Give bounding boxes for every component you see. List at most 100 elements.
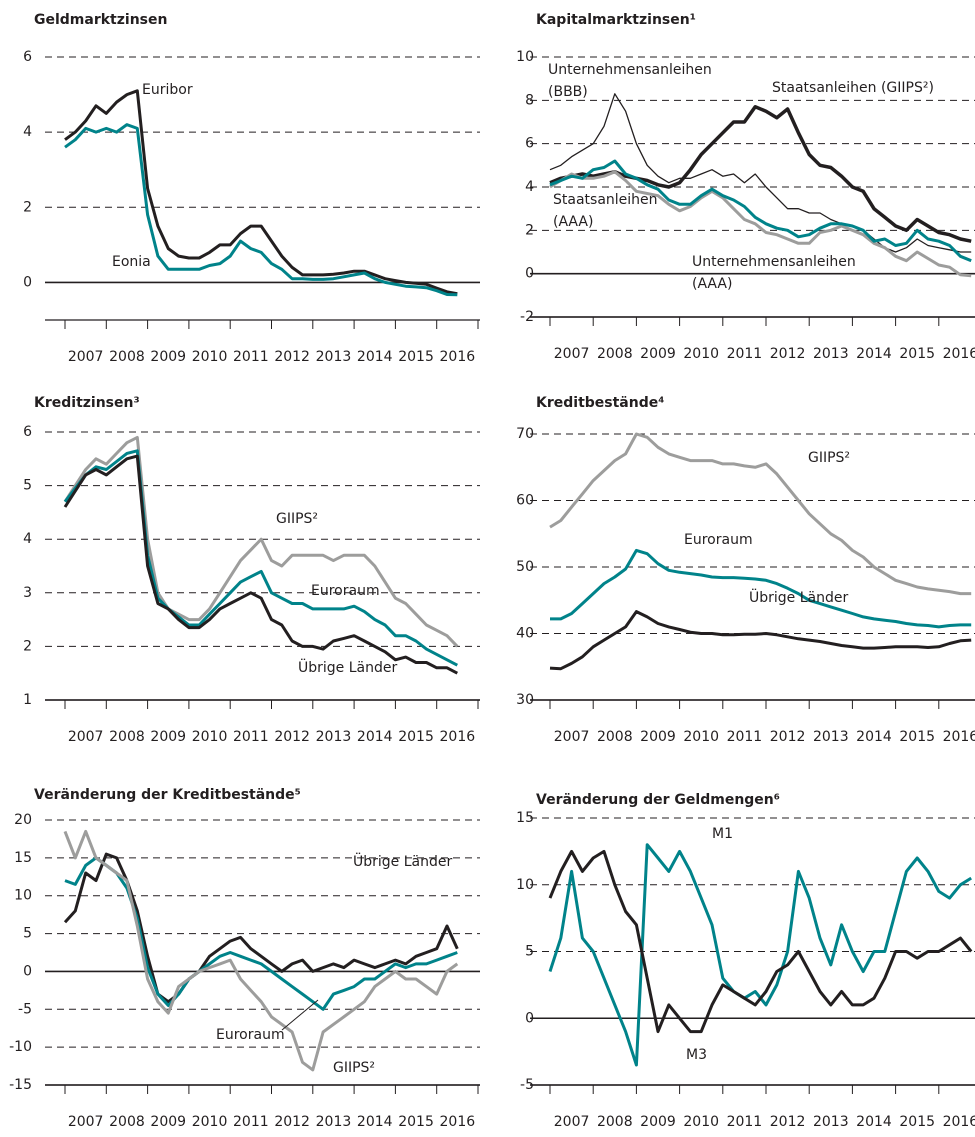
y-tick-label: 2 [23,638,32,654]
chart-title: Kapitalmarktzinsen¹ [536,12,696,28]
x-tick-label: 2008 [597,346,633,362]
line-series [63,449,458,667]
x-tick-label: 2015 [398,349,434,365]
x-tick-label: 2007 [554,729,590,745]
series-label: Euroraum [216,1027,285,1043]
x-tick-label: 2007 [68,349,104,365]
x-tick-label: 2007 [68,729,104,745]
x-tick-label: 2008 [109,349,145,365]
line-series [63,435,459,648]
line-series [548,849,973,1034]
chart-title: Geldmarktzinsen [34,12,167,28]
x-tick-label: 2008 [597,1114,633,1130]
x-tick-label: 2011 [233,1114,269,1130]
y-tick-label: 20 [14,812,32,828]
x-tick-label: 2009 [640,729,676,745]
label-line: (AAA) [553,214,593,230]
y-tick-label: 4 [23,531,32,547]
x-tick-label: 2013 [316,729,352,745]
label-line: (BBB) [548,84,588,100]
y-tick-label: 10 [14,888,32,904]
series-label: GIIPS² [333,1060,375,1076]
x-tick-label: 2015 [899,1114,935,1130]
series-label: Übrige Länder [298,658,397,676]
y-tick-label: 70 [516,426,534,442]
x-tick-label: 2016 [440,1114,476,1130]
x-tick-label: 2008 [109,729,145,745]
y-tick-label: 6 [23,49,32,65]
label-line: Unternehmensanleihen [692,254,856,270]
y-tick-label: 5 [23,478,32,494]
y-tick-label: 5 [23,926,32,942]
x-tick-label: 2009 [640,346,676,362]
series-label: Staatsanleihen (AAA) [553,192,658,230]
y-tick-label: 15 [14,850,32,866]
y-tick-label: 5 [525,944,534,960]
line-series [549,159,972,263]
series-label: Eonia [112,254,151,270]
x-tick-label: 2012 [274,729,310,745]
x-tick-label: 2011 [727,346,763,362]
y-tick-label: 4 [23,124,32,140]
series-label: GIIPS² [808,450,850,466]
y-tick-label: -5 [520,1077,534,1093]
x-tick-label: 2010 [192,729,228,745]
x-tick-label: 2015 [398,1114,434,1130]
x-tick-label: 2009 [150,729,186,745]
y-tick-label: 0 [525,1010,534,1026]
x-tick-label: 2016 [440,349,476,365]
x-tick-label: 2011 [727,729,763,745]
y-tick-label: 2 [23,199,32,215]
y-tick-label: 30 [516,692,534,708]
chart-title: Veränderung der Geldmengen⁶ [536,792,780,808]
x-tick-label: 2015 [899,729,935,745]
y-tick-label: 2 [525,222,534,238]
series-label: Staatsanleihen (GIIPS²) [772,80,934,96]
x-tick-label: 2010 [683,346,719,362]
line-series [63,454,458,675]
series-label: M1 [712,826,733,842]
y-tick-label: 6 [23,424,32,440]
line-series [549,432,972,596]
line-series [550,548,972,629]
series-label: Euroraum [311,583,380,599]
y-tick-label: 15 [516,810,534,826]
x-tick-label: 2012 [770,729,806,745]
x-tick-label: 2007 [68,1114,104,1130]
label-line: Staatsanleihen [553,192,658,208]
x-tick-label: 2007 [554,346,590,362]
x-tick-label: 2014 [856,1114,892,1130]
y-tick-label: 60 [516,493,534,509]
x-tick-label: 2008 [597,729,633,745]
x-tick-label: 2012 [770,346,806,362]
line-series [549,93,972,253]
line-series [549,170,972,278]
label-line: (AAA) [692,276,732,292]
y-tick-label: 50 [516,559,534,575]
line-series [549,105,972,243]
chart-title: Veränderung der Kreditbestände⁵ [34,787,301,803]
y-tick-label: 8 [525,92,534,108]
x-tick-label: 2011 [233,349,269,365]
y-tick-label: -5 [18,1001,32,1017]
x-tick-label: 2014 [856,729,892,745]
x-tick-label: 2015 [398,729,434,745]
x-tick-label: 2012 [274,1114,310,1130]
x-tick-label: 2011 [233,729,269,745]
x-tick-label: 2013 [316,1114,352,1130]
y-tick-label: 0 [23,963,32,979]
series-label: Unternehmensanleihen (AAA) [692,254,856,292]
x-tick-label: 2012 [274,349,310,365]
series-label: Übrige Länder [353,852,452,870]
y-tick-label: 4 [525,179,534,195]
x-tick-label: 2014 [856,346,892,362]
x-tick-label: 2013 [316,349,352,365]
y-tick-label: 3 [23,585,32,601]
x-tick-label: 2013 [813,1114,849,1130]
x-tick-label: 2013 [813,346,849,362]
series-label: M3 [686,1047,707,1063]
y-tick-label: 0 [23,274,32,290]
x-tick-label: 2009 [150,1114,186,1130]
x-tick-label: 2012 [770,1114,806,1130]
x-tick-label: 2014 [357,1114,393,1130]
